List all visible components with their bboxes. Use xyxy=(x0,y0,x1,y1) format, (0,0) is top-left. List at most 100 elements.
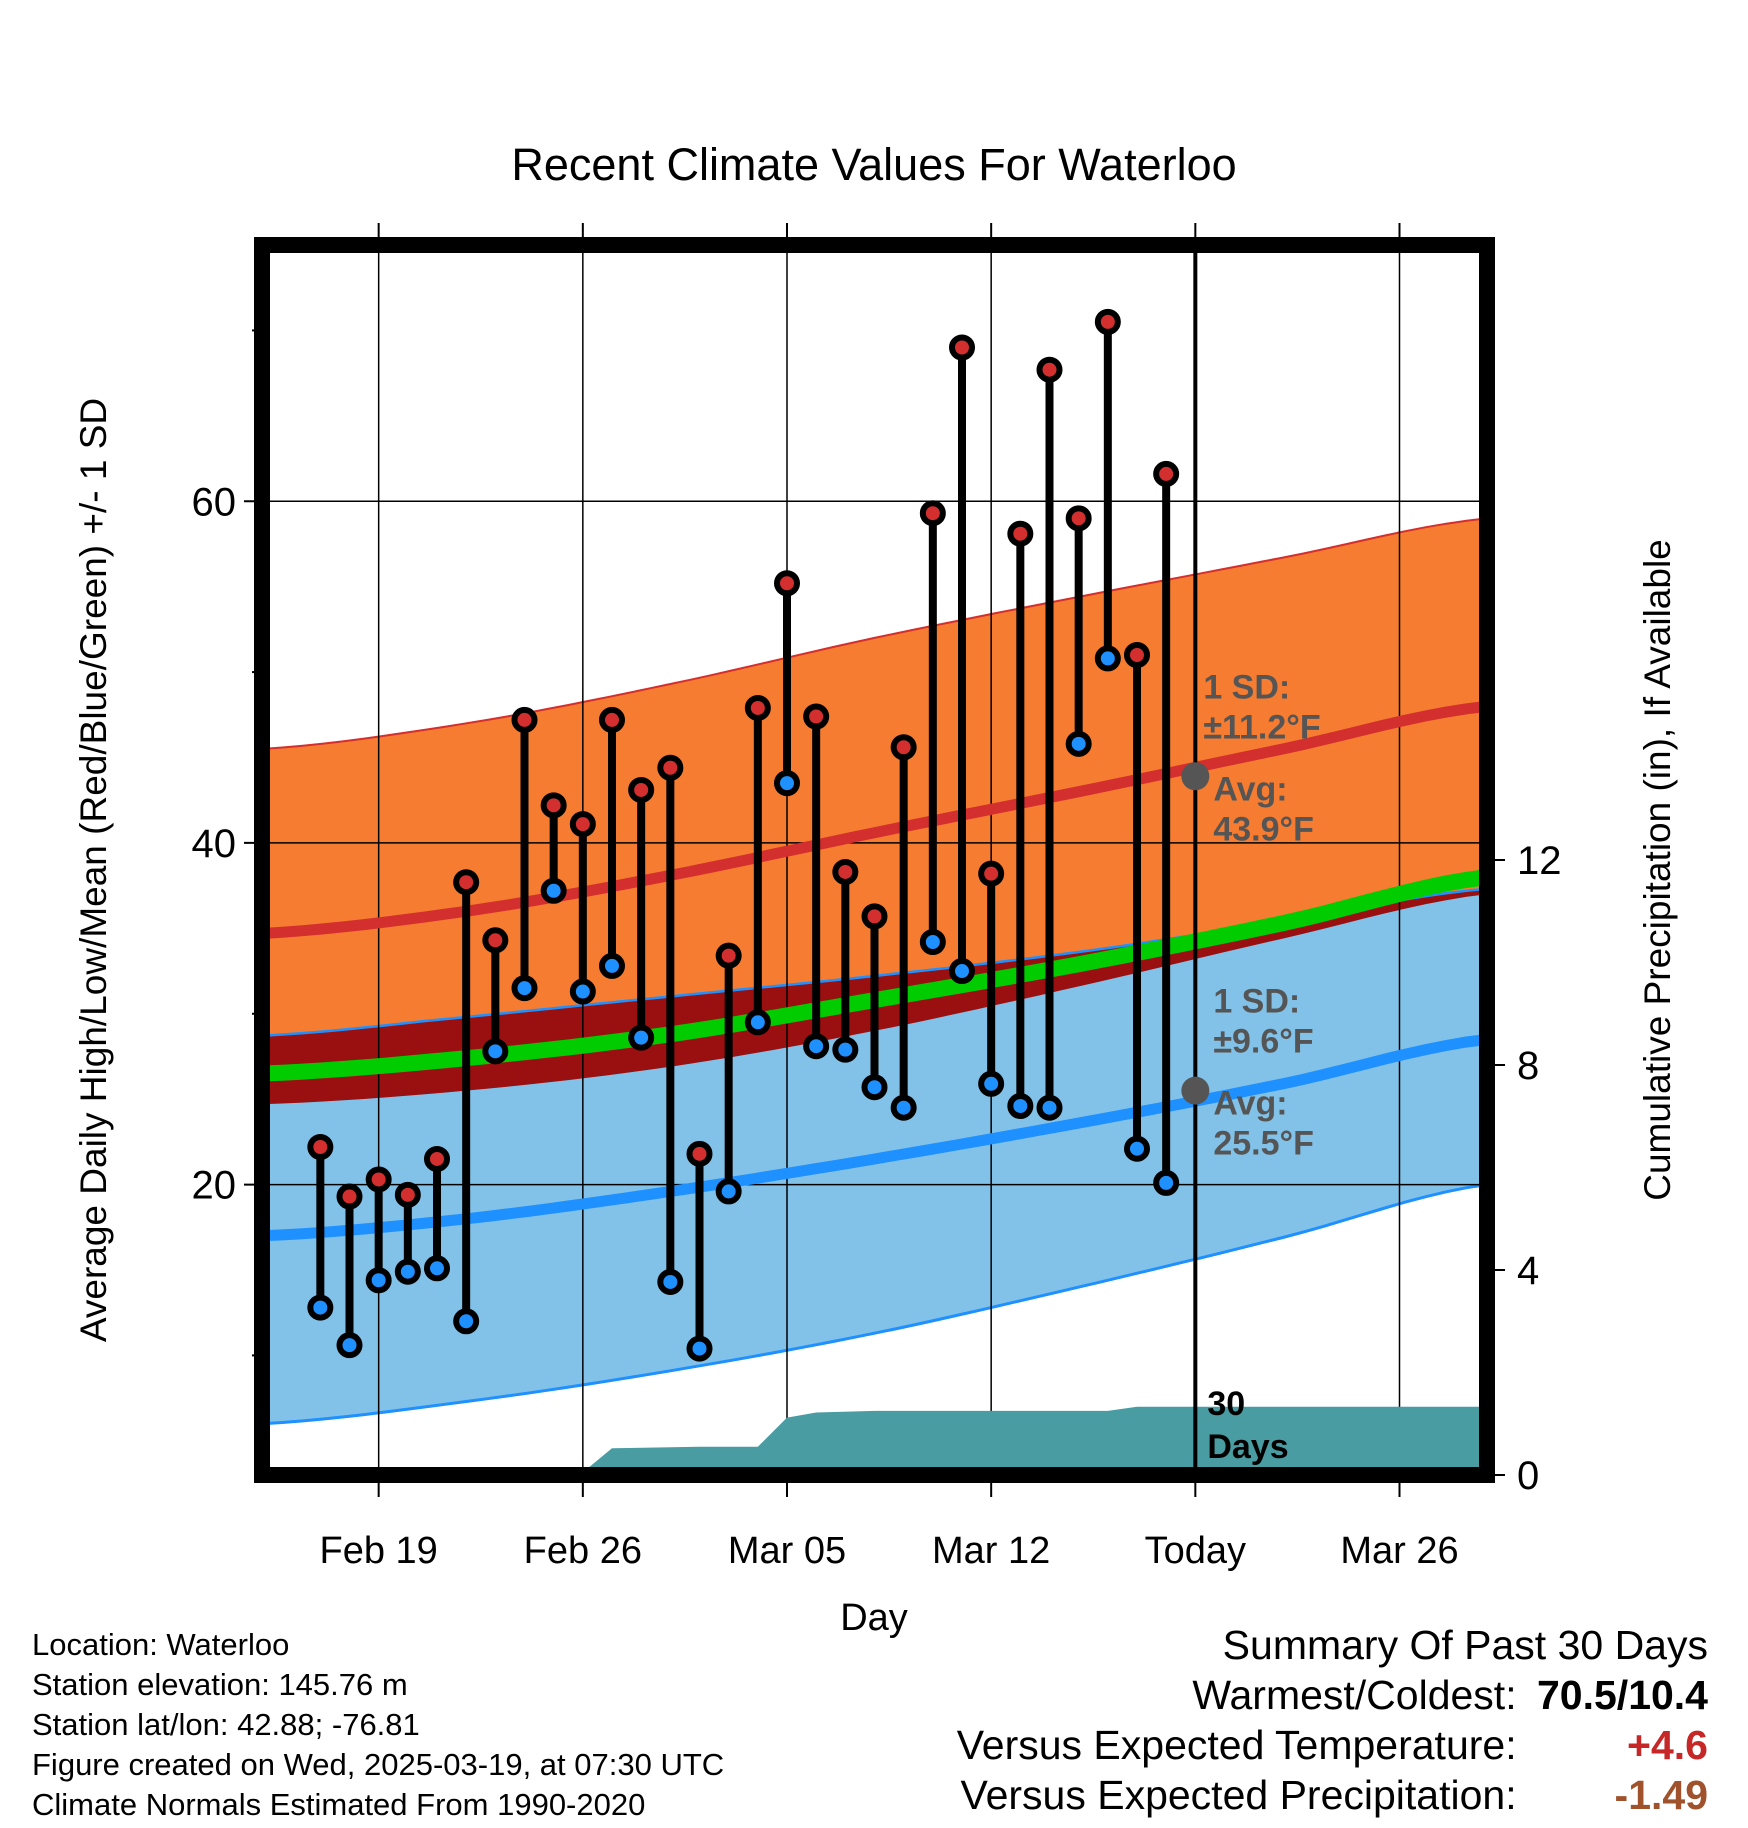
window-label-number: 30 xyxy=(1207,1385,1245,1423)
high-avg-value: 43.9°F xyxy=(1213,810,1314,848)
obs-low-point xyxy=(365,1267,392,1294)
obs-low-point xyxy=(1153,1169,1180,1196)
obs-low-point xyxy=(482,1038,509,1065)
obs-high-point xyxy=(1094,308,1121,335)
obs-high-point xyxy=(803,703,830,730)
obs-high-point xyxy=(1065,505,1092,532)
warm-cold-value: 70.5/10.4 xyxy=(1537,1672,1708,1718)
obs-high-point xyxy=(861,903,888,930)
obs-high-point xyxy=(336,1183,363,1210)
obs-high-point xyxy=(482,927,509,954)
y-axis-label: Average Daily High/Low/Mean (Red/Blue/Gr… xyxy=(73,398,114,1342)
window-label-unit: Days xyxy=(1207,1428,1288,1466)
obs-high-point xyxy=(1036,356,1063,383)
summary-warm-cold: Warmest/Coldest: 70.5/10.4 xyxy=(957,1670,1708,1720)
high-sd-label: 1 SD: xyxy=(1203,668,1290,706)
obs-high-point xyxy=(919,500,946,527)
today-high-avg-marker xyxy=(1181,762,1210,791)
summary-precip: Versus Expected Precipitation: -1.49 xyxy=(957,1770,1709,1820)
low-avg-value: 25.5°F xyxy=(1213,1125,1314,1163)
obs-high-point xyxy=(715,942,742,969)
obs-high-point xyxy=(890,734,917,761)
temp-label: Versus Expected Temperature: xyxy=(956,1722,1517,1768)
obs-high-point xyxy=(774,570,800,597)
warm-cold-label: Warmest/Coldest: xyxy=(1192,1672,1517,1718)
y2-tick-label: 0 xyxy=(1517,1454,1539,1498)
x-tick-label: Mar 12 xyxy=(932,1530,1050,1572)
summary-panel: Summary Of Past 30 Days Warmest/Coldest:… xyxy=(957,1620,1708,1820)
x-tick-label: Feb 19 xyxy=(320,1530,438,1572)
y2-tick-label: 8 xyxy=(1517,1044,1539,1088)
obs-high-point xyxy=(978,860,1005,887)
obs-low-point xyxy=(744,1009,771,1036)
elevation-text: Station elevation: 145.76 m xyxy=(32,1667,408,1702)
obs-low-point xyxy=(919,929,946,955)
obs-high-point xyxy=(832,858,859,885)
obs-low-point xyxy=(715,1178,742,1205)
y2-tick-label: 4 xyxy=(1517,1249,1539,1293)
x-tick-label: Feb 26 xyxy=(524,1530,642,1572)
station-info: Location: Waterloo Station elevation: 14… xyxy=(32,1625,724,1825)
obs-low-point xyxy=(336,1332,363,1359)
summary-title: Summary Of Past 30 Days xyxy=(1222,1622,1708,1668)
obs-low-point xyxy=(540,877,567,904)
obs-high-point xyxy=(1007,520,1034,547)
obs-low-point xyxy=(394,1258,421,1285)
normals-text: Climate Normals Estimated From 1990-2020 xyxy=(32,1787,646,1822)
obs-low-point xyxy=(511,975,538,1002)
y2-axis-label: Cumulative Precipitation (in), If Availa… xyxy=(1637,539,1678,1201)
obs-high-point xyxy=(1153,460,1180,487)
low-sd-value: ±9.6°F xyxy=(1213,1023,1313,1061)
obs-high-point xyxy=(949,334,975,361)
obs-high-point xyxy=(453,869,480,896)
obs-low-point xyxy=(890,1094,917,1121)
obs-high-point xyxy=(744,694,771,721)
obs-low-point xyxy=(1036,1094,1063,1121)
high-sd-value: ±11.2°F xyxy=(1203,708,1320,746)
obs-low-point xyxy=(774,770,800,797)
obs-low-point xyxy=(803,1033,830,1060)
obs-high-point xyxy=(365,1166,392,1193)
summary-temp: Versus Expected Temperature: +4.6 xyxy=(957,1720,1708,1770)
x-axis-label: Day xyxy=(840,1597,908,1639)
obs-low-point xyxy=(978,1070,1005,1097)
obs-low-point xyxy=(599,952,625,979)
obs-high-point xyxy=(424,1145,450,1172)
obs-high-point xyxy=(540,792,567,819)
obs-low-point xyxy=(1007,1093,1034,1119)
obs-low-point xyxy=(307,1294,334,1321)
obs-high-point xyxy=(1124,642,1150,668)
observations xyxy=(307,308,1180,1362)
high-avg-label: Avg: xyxy=(1213,770,1287,808)
obs-low-point xyxy=(453,1308,480,1335)
obs-low-point xyxy=(1124,1135,1150,1162)
obs-low-point xyxy=(861,1074,888,1101)
latlon-text: Station lat/lon: 42.88; -76.81 xyxy=(32,1707,420,1742)
axes: 20 40 60 0 4 8 12 Feb 19 Feb 26 Mar 05 Mar 12 Today… xyxy=(192,223,1562,1572)
obs-high-point xyxy=(657,754,684,781)
chart-title: Recent Climate Values For Waterloo xyxy=(511,139,1236,190)
low-avg-label: Avg: xyxy=(1213,1085,1287,1123)
temp-value: +4.6 xyxy=(1627,1722,1708,1768)
y-tick-label: 40 xyxy=(192,822,237,866)
x-tick-label: Mar 05 xyxy=(728,1530,846,1572)
obs-low-point xyxy=(628,1024,655,1051)
obs-low-point xyxy=(1094,645,1121,672)
obs-low-point xyxy=(657,1268,684,1295)
obs-high-point xyxy=(394,1181,421,1208)
obs-high-point xyxy=(307,1134,334,1160)
obs-low-point xyxy=(1065,730,1092,757)
obs-low-point xyxy=(424,1255,450,1282)
obs-high-point xyxy=(599,706,625,733)
today-low-avg-marker xyxy=(1181,1076,1210,1105)
x-tick-label: Mar 26 xyxy=(1340,1530,1458,1572)
obs-low-point xyxy=(569,978,596,1005)
created-text: Figure created on Wed, 2025-03-19, at 07… xyxy=(32,1747,725,1782)
obs-high-point xyxy=(569,811,596,838)
obs-high-point xyxy=(686,1140,713,1167)
obs-low-point xyxy=(832,1036,859,1063)
